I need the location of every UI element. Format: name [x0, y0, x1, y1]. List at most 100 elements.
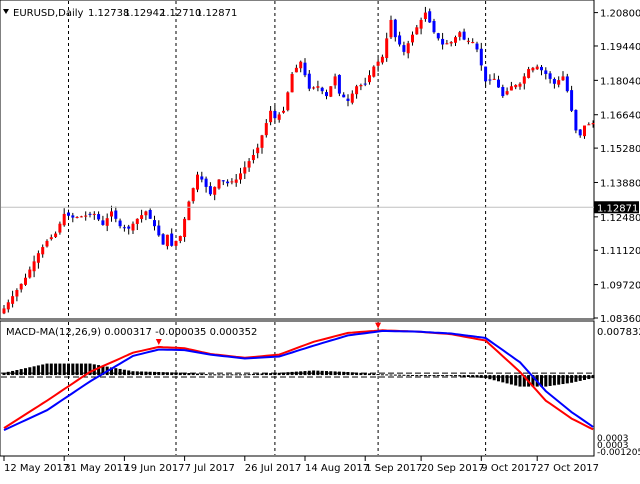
candle — [320, 86, 324, 95]
candle-body-bullish — [32, 261, 36, 272]
cross-arrow-icon — [155, 338, 162, 345]
candle-body-bearish — [200, 176, 204, 180]
macd-histogram-bar — [415, 375, 419, 377]
candle-body-bullish — [514, 85, 518, 88]
candle-body-bullish — [6, 302, 10, 310]
candle — [561, 71, 565, 81]
candle-body-bullish — [522, 76, 526, 84]
candle-body-bullish — [359, 85, 363, 87]
macd-histogram-bar — [84, 363, 88, 376]
macd-histogram-bar — [591, 375, 595, 379]
candle — [286, 91, 290, 112]
macd-indicator-label: MACD-MA(12,26,9) 0.000317 -0.000035 0.00… — [6, 327, 257, 338]
candle-body-bullish — [282, 110, 285, 113]
macd-histogram-bar — [32, 366, 36, 376]
macd-histogram-bar — [217, 374, 221, 376]
candle — [204, 176, 208, 193]
macd-histogram-bar — [372, 373, 376, 376]
candle — [522, 73, 526, 90]
candle — [380, 54, 384, 65]
time-tick-label: 9 Oct 2017 — [481, 463, 536, 474]
candle — [243, 161, 247, 179]
macd-histogram-bar — [208, 374, 212, 376]
candle — [333, 73, 337, 89]
candle — [466, 37, 470, 45]
candle-body-bearish — [208, 186, 212, 195]
candle-body-bullish — [423, 12, 427, 20]
macd-histogram-bar — [359, 372, 363, 376]
candle-body-bullish — [92, 213, 96, 215]
price-tick-label: 1.16640 — [600, 111, 640, 122]
candle-body-bearish — [307, 73, 311, 89]
candle — [505, 87, 509, 96]
candle-body-bearish — [157, 225, 161, 236]
candle — [329, 86, 333, 98]
candle — [527, 66, 531, 79]
candle-body-bullish — [329, 86, 333, 97]
candle — [411, 31, 414, 46]
macd-histogram-bar — [346, 372, 350, 376]
candle-body-bullish — [312, 87, 316, 89]
candle-body-bullish — [561, 76, 565, 81]
candle — [24, 273, 27, 286]
macd-histogram-bar — [19, 369, 23, 376]
candle — [196, 171, 199, 193]
macd-histogram-bar — [454, 375, 457, 377]
candle — [449, 41, 453, 47]
candle-body-bullish — [290, 73, 294, 93]
candle — [445, 39, 449, 45]
macd-histogram-bar — [11, 370, 15, 376]
macd-line — [3, 329, 594, 431]
candle-body-bullish — [105, 218, 109, 226]
candle — [71, 212, 75, 223]
candle-body-bearish — [325, 92, 328, 97]
candle — [540, 65, 543, 76]
candle — [58, 221, 62, 235]
candle — [200, 171, 204, 183]
candles-group — [2, 6, 595, 315]
macd-histogram-bar — [6, 371, 10, 376]
macd-histogram-bar — [471, 375, 475, 378]
price-panel-frame — [0, 0, 595, 320]
candle-body-bearish — [346, 98, 350, 101]
macd-histogram-bar — [380, 374, 384, 376]
candle — [144, 210, 148, 221]
candle-body-bearish — [363, 83, 367, 85]
macd-histogram-bar — [522, 375, 526, 387]
macd-histogram-bar — [570, 375, 574, 383]
macd-histogram-bar — [518, 375, 522, 387]
collapse-arrow-icon[interactable] — [3, 9, 9, 14]
time-tick-label: 7 Jul 2017 — [185, 463, 235, 474]
macd-histogram-bar — [406, 374, 410, 376]
candle-body-bullish — [2, 308, 6, 314]
candle-body-bearish — [479, 48, 483, 66]
candle-body-bullish — [251, 154, 255, 161]
macd-max-label: 0.007832 — [597, 327, 640, 338]
candle-body-bearish — [161, 234, 165, 245]
candle — [282, 106, 285, 114]
macd-histogram-bar — [183, 372, 187, 376]
macd-histogram-bar — [110, 367, 113, 376]
candle — [178, 235, 182, 244]
macd-histogram-bar — [204, 374, 208, 376]
macd-histogram-bar — [187, 373, 191, 376]
candle — [406, 40, 410, 59]
candle — [269, 105, 273, 126]
candle — [97, 211, 101, 222]
candle-body-bearish — [501, 86, 505, 97]
macd-histogram-bar — [226, 374, 230, 376]
macd-histogram-bar — [269, 373, 273, 376]
candle — [497, 75, 500, 88]
candle — [372, 65, 376, 78]
candle — [84, 211, 88, 221]
ohlc-close: 1.12871 — [196, 8, 237, 19]
candle-body-bearish — [462, 31, 466, 40]
macd-histogram-bar — [131, 371, 135, 376]
price-tick-label: 1.11120 — [600, 246, 640, 257]
candle-body-bearish — [398, 35, 402, 45]
candle — [127, 224, 131, 235]
macd-histogram-bar — [316, 370, 320, 376]
candle — [350, 90, 354, 105]
